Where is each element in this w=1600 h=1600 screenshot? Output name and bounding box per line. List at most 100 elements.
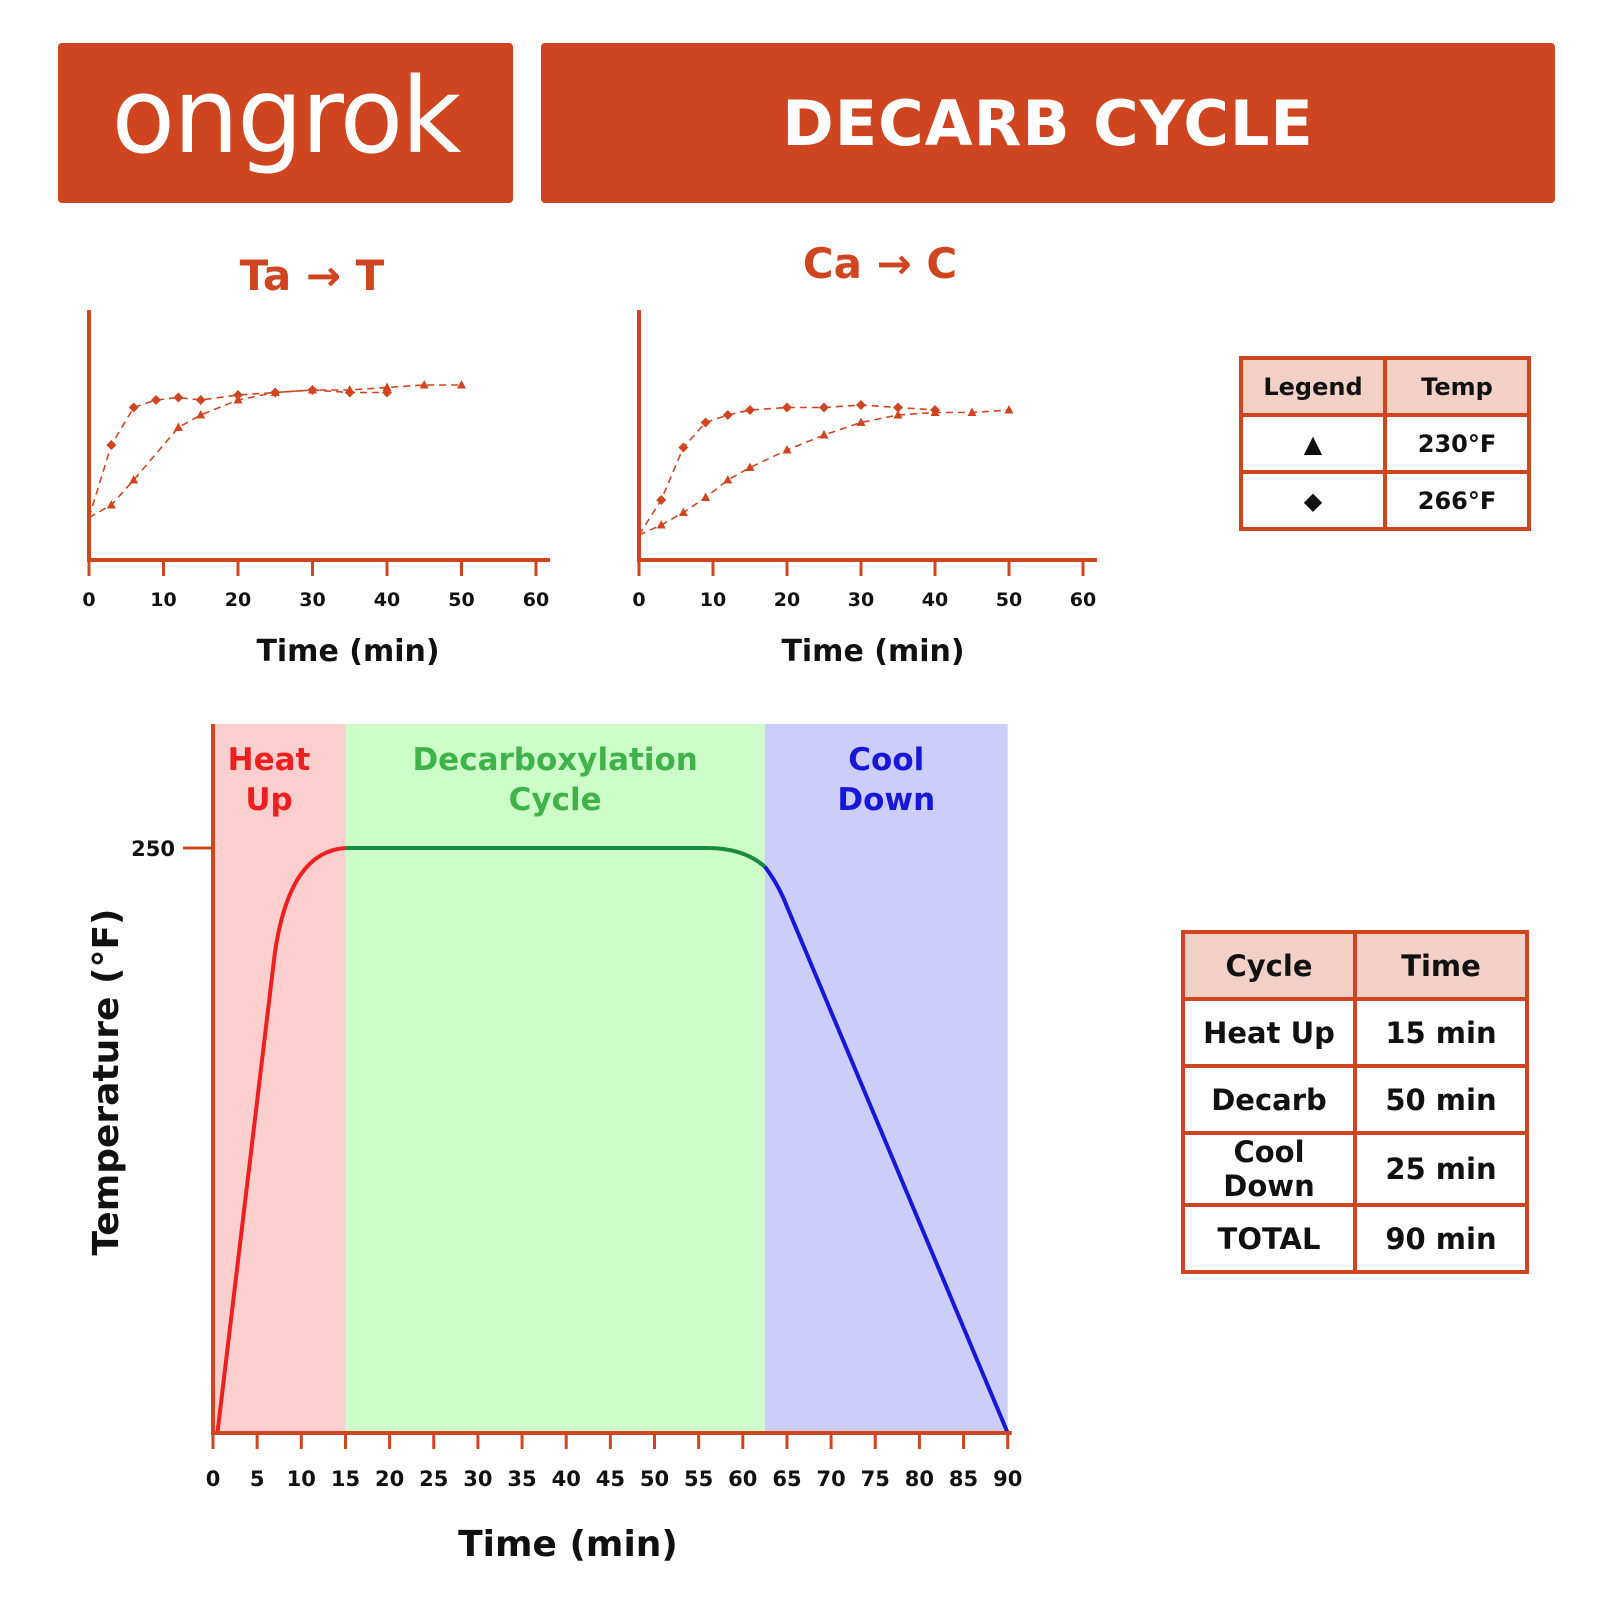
x-tick-label: 80 <box>905 1467 934 1491</box>
cycle-name: Cool Down <box>1181 1131 1357 1207</box>
main-x-axis-label: Time (min) <box>458 1524 678 1565</box>
x-tick-label: 50 <box>996 589 1022 611</box>
cool-down-curve <box>763 865 1010 1434</box>
triangle-icon: ▲ <box>1239 413 1387 474</box>
x-tick-label: 30 <box>463 1467 492 1491</box>
x-tick-label: 5 <box>250 1467 265 1491</box>
region-0-background <box>213 724 346 1433</box>
triangle-marker <box>893 410 903 419</box>
x-axis-label: Time (min) <box>781 634 964 669</box>
y-tick-label: 250 <box>131 837 175 861</box>
cycle-table-header-time: Time <box>1353 930 1529 1001</box>
cycle-table-header-cycle: Cycle <box>1181 930 1357 1001</box>
cycle-time: 25 min <box>1353 1131 1529 1207</box>
triangle-marker <box>723 475 733 484</box>
main-y-axis-label: Temperature (°F) <box>86 909 127 1256</box>
chart-title: Ca → C <box>803 239 957 288</box>
x-tick-label: 70 <box>816 1467 845 1491</box>
x-tick-label: 50 <box>448 589 474 611</box>
triangle-marker <box>382 382 392 391</box>
page-title-banner: DECARB CYCLE <box>541 43 1555 203</box>
legend-temp-value: 230°F <box>1383 413 1531 474</box>
legend-temp-value: 266°F <box>1383 470 1531 531</box>
diamond-marker <box>270 387 281 398</box>
diamond-marker <box>700 417 711 428</box>
triangle-marker <box>196 410 206 419</box>
diamond-marker <box>307 385 318 395</box>
legend-table-row: ▲ 230°F <box>1239 413 1531 474</box>
region-label: Cool <box>848 742 924 778</box>
x-tick-label: 65 <box>772 1467 801 1491</box>
diamond-series-line <box>638 404 936 536</box>
cycle-time: 50 min <box>1353 1064 1529 1135</box>
region-label: Decarboxylation <box>412 742 697 778</box>
triangle-marker <box>457 380 466 389</box>
diamond-marker <box>782 402 792 413</box>
page-title: DECARB CYCLE <box>782 86 1314 160</box>
x-tick-label: 30 <box>299 589 325 611</box>
triangle-marker <box>967 407 977 416</box>
decarb-curve <box>345 846 767 869</box>
cycle-time: 15 min <box>1353 997 1529 1068</box>
x-tick-label: 15 <box>331 1467 360 1491</box>
diamond-marker <box>856 400 866 410</box>
x-tick-label: 85 <box>949 1467 978 1491</box>
diamond-marker <box>819 402 829 413</box>
logo-text: ongrok <box>111 55 462 177</box>
triangle-marker <box>856 417 866 426</box>
x-tick-label: 20 <box>225 589 251 611</box>
x-tick-label: 55 <box>684 1467 713 1491</box>
region-label: Up <box>245 782 292 818</box>
x-tick-label: 60 <box>1070 589 1096 611</box>
diamond-series-line <box>88 389 387 518</box>
diamond-marker <box>722 410 733 420</box>
x-tick-label: 50 <box>640 1467 669 1491</box>
diamond-marker <box>106 440 117 450</box>
diamond-icon: ◆ <box>1239 470 1387 531</box>
x-tick-label: 0 <box>632 589 645 611</box>
heat-up-curve <box>215 846 346 1434</box>
x-tick-label: 40 <box>374 589 400 611</box>
chart-title: Ta → T <box>240 251 385 300</box>
diamond-marker <box>382 387 392 398</box>
triangle-marker <box>678 507 688 516</box>
legend-table: Legend Temp ▲ 230°F ◆ 266°F <box>1239 356 1531 531</box>
legend-table-row: ◆ 266°F <box>1239 470 1531 531</box>
diamond-marker <box>344 387 355 398</box>
triangle-marker <box>173 422 183 431</box>
diamond-marker <box>678 442 689 453</box>
diamond-marker <box>173 392 184 403</box>
diamond-marker <box>151 395 162 405</box>
cycle-name: Decarb <box>1181 1064 1357 1135</box>
x-tick-label: 25 <box>419 1467 448 1491</box>
triangle-marker <box>819 430 829 439</box>
triangle-marker <box>129 475 139 484</box>
triangle-marker <box>419 380 429 389</box>
triangle-marker <box>1004 405 1014 414</box>
x-tick-label: 60 <box>728 1467 757 1491</box>
diamond-marker <box>745 405 755 415</box>
x-tick-label: 10 <box>150 589 176 611</box>
diamond-marker <box>128 402 139 413</box>
legend-table-header-row: Legend Temp <box>1239 356 1531 417</box>
triangle-series-line <box>638 409 1010 536</box>
triangle-marker <box>745 462 755 471</box>
x-axis-label: Time (min) <box>256 634 439 669</box>
x-tick-label: 90 <box>993 1467 1022 1491</box>
x-tick-label: 35 <box>507 1467 536 1491</box>
diamond-marker <box>195 395 206 405</box>
x-tick-label: 10 <box>700 589 726 611</box>
region-label: Cycle <box>509 782 602 818</box>
diamond-marker <box>893 402 903 413</box>
cycle-table: Cycle Time Heat Up 15 min Decarb 50 min … <box>1181 930 1529 1274</box>
cycle-table-row: Heat Up 15 min <box>1181 997 1529 1068</box>
cycle-table-row: Decarb 50 min <box>1181 1064 1529 1135</box>
cycle-time: 90 min <box>1353 1203 1529 1274</box>
cycle-name: Heat Up <box>1181 997 1357 1068</box>
triangle-marker <box>656 520 666 529</box>
triangle-series-line <box>88 384 462 519</box>
region-label: Heat <box>228 742 311 778</box>
x-tick-label: 0 <box>206 1467 221 1491</box>
triangle-marker <box>782 445 792 454</box>
